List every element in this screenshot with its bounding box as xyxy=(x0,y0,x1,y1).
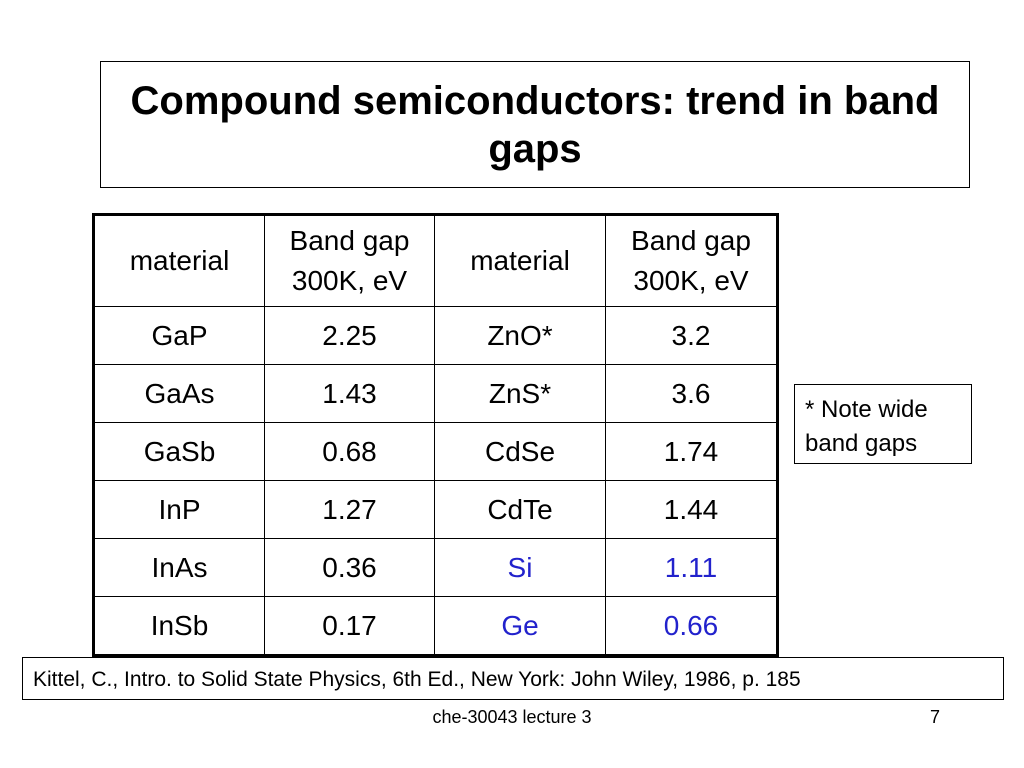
table-row: GaSb 0.68 CdSe 1.74 xyxy=(93,422,778,481)
table-cell: InSb xyxy=(93,596,265,656)
table-cell: CdSe xyxy=(434,422,606,481)
table-row: InSb 0.17 Ge 0.66 xyxy=(93,596,778,656)
table-cell: 1.27 xyxy=(264,480,435,539)
table-cell: 0.36 xyxy=(264,538,435,597)
table-cell: ZnS* xyxy=(434,364,606,423)
reference-citation: Kittel, C., Intro. to Solid State Physic… xyxy=(22,657,1004,700)
table-row: InP 1.27 CdTe 1.44 xyxy=(93,480,778,539)
footer-lecture-label: che-30043 lecture 3 xyxy=(432,707,592,727)
table-cell: 0.68 xyxy=(264,422,435,481)
table-cell-highlight: Si xyxy=(434,538,606,597)
band-gap-table: material Band gap 300K, eV material Band… xyxy=(92,213,779,657)
table-cell-highlight: 1.11 xyxy=(605,538,778,597)
table-row: InAs 0.36 Si 1.11 xyxy=(93,538,778,597)
table-cell: InAs xyxy=(93,538,265,597)
table-cell-highlight: 0.66 xyxy=(605,596,778,656)
header-band-gap-left: Band gap 300K, eV xyxy=(264,214,435,307)
table-cell: ZnO* xyxy=(434,306,606,365)
table-row: GaAs 1.43 ZnS* 3.6 xyxy=(93,364,778,423)
table-header-row: material Band gap 300K, eV material Band… xyxy=(93,214,778,307)
page-number: 7 xyxy=(929,707,940,727)
table-cell: 0.17 xyxy=(264,596,435,656)
table-cell: GaAs xyxy=(93,364,265,423)
header-band-gap-right: Band gap 300K, eV xyxy=(605,214,778,307)
header-material-right: material xyxy=(434,214,606,307)
table-cell: 3.2 xyxy=(605,306,778,365)
table-cell-highlight: Ge xyxy=(434,596,606,656)
table-cell: GaSb xyxy=(93,422,265,481)
table-cell: InP xyxy=(93,480,265,539)
header-material-left: material xyxy=(93,214,265,307)
table-cell: 1.74 xyxy=(605,422,778,481)
table-cell: CdTe xyxy=(434,480,606,539)
table-cell: 2.25 xyxy=(264,306,435,365)
table-cell: 3.6 xyxy=(605,364,778,423)
table-cell: 1.44 xyxy=(605,480,778,539)
note-box: * Note wide band gaps xyxy=(794,384,972,464)
table-cell: 1.43 xyxy=(264,364,435,423)
note-line: * Note wide xyxy=(805,396,928,423)
table-cell: GaP xyxy=(93,306,265,365)
note-line: band gaps xyxy=(805,430,918,457)
table-row: GaP 2.25 ZnO* 3.2 xyxy=(93,306,778,365)
title-box: Compound semiconductors: trend in band g… xyxy=(100,61,970,188)
slide-title: Compound semiconductors: trend in band g… xyxy=(130,78,940,171)
